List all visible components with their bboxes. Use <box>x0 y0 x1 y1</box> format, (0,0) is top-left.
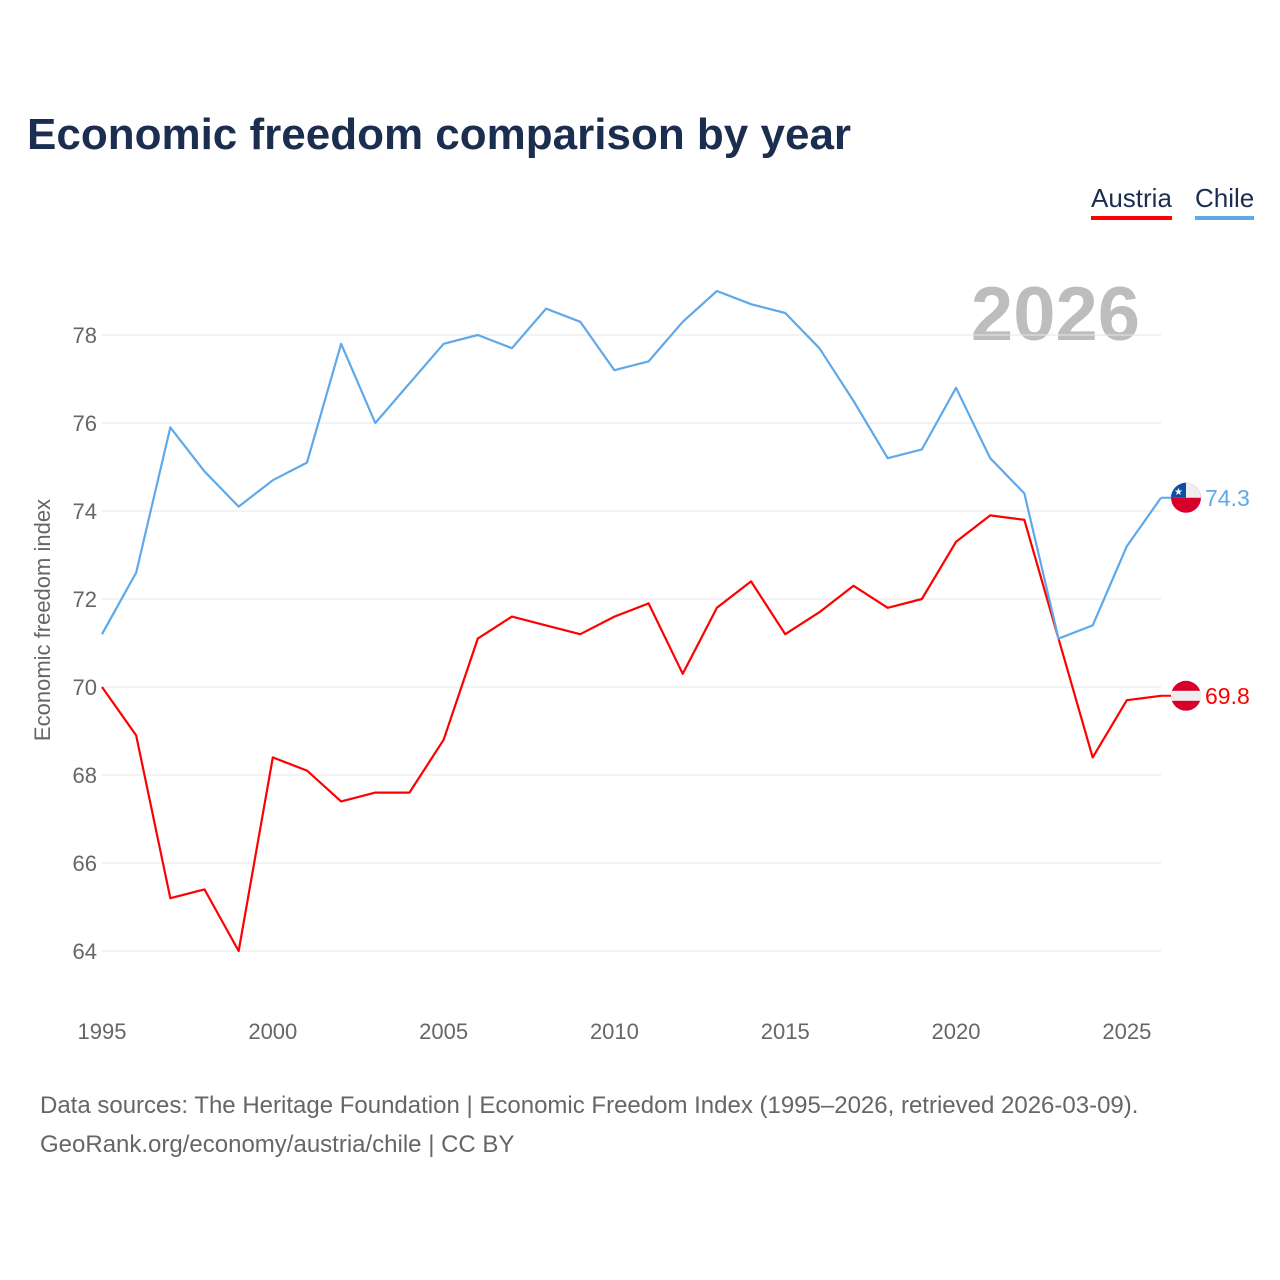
x-tick-label: 2015 <box>761 1019 810 1044</box>
series-line-chile <box>101 289 1162 640</box>
x-tick-label: 2005 <box>419 1019 468 1044</box>
footer: Data sources: The Heritage Foundation | … <box>40 1086 1138 1164</box>
chart-title: Economic freedom comparison by year <box>27 110 852 159</box>
y-tick-label: 66 <box>73 851 97 876</box>
y-axis-label: Economic freedom index <box>30 499 55 741</box>
source-text: Data sources: The Heritage Foundation | … <box>40 1092 1139 1119</box>
austria-flag-stripe <box>1171 690 1201 701</box>
series-line-austria <box>101 514 1162 953</box>
x-tick-label: 1995 <box>78 1019 127 1044</box>
y-tick-label: 70 <box>73 675 97 700</box>
chile-flag-star: ★ <box>1174 487 1183 498</box>
x-tick-label: 2020 <box>932 1019 981 1044</box>
source-link[interactable]: GeoRank.org/economy/austria/chile | CC B… <box>40 1131 515 1158</box>
legend-austria[interactable]: Austria <box>1091 183 1172 220</box>
year-watermark: 2026 <box>971 272 1140 357</box>
x-tick-label: 2000 <box>248 1019 297 1044</box>
chile-flag-canton <box>1171 482 1186 498</box>
y-tick-label: 72 <box>73 587 97 612</box>
y-tick-label: 68 <box>73 763 97 788</box>
end-value-label-austria: 69.8 <box>1205 683 1250 709</box>
y-tick-label: 64 <box>73 939 97 964</box>
y-tick-label: 78 <box>73 323 97 348</box>
x-tick-label: 2025 <box>1102 1019 1151 1044</box>
y-tick-label: 74 <box>73 499 97 524</box>
x-tick-label: 2010 <box>590 1019 639 1044</box>
y-tick-label: 76 <box>73 411 97 436</box>
legend-chile[interactable]: Chile <box>1195 183 1255 220</box>
end-value-label-chile: 74.3 <box>1205 485 1250 511</box>
